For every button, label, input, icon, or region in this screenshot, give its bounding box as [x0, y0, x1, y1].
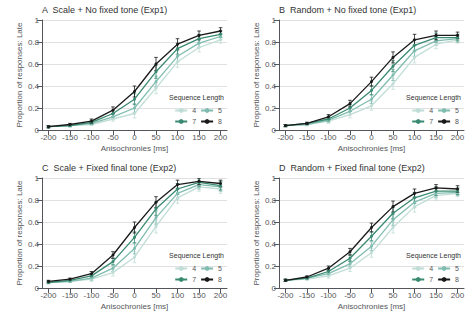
- svg-text:100: 100: [408, 291, 422, 300]
- svg-text:200: 200: [214, 291, 228, 300]
- svg-text:4: 4: [192, 107, 196, 114]
- svg-text:50: 50: [152, 133, 161, 142]
- svg-text:150: 150: [429, 291, 443, 300]
- svg-text:0: 0: [369, 291, 374, 300]
- svg-text:0.8: 0.8: [265, 38, 277, 47]
- svg-text:0: 0: [35, 126, 40, 135]
- svg-text:D Random + Fixed final tone (: D Random + Fixed final tone (Exp2): [279, 163, 425, 173]
- svg-text:200: 200: [451, 291, 465, 300]
- svg-text:8: 8: [455, 118, 459, 125]
- svg-text:7: 7: [429, 118, 433, 125]
- svg-text:7: 7: [192, 276, 196, 283]
- svg-text:-200: -200: [277, 291, 294, 300]
- svg-text:50: 50: [389, 291, 398, 300]
- svg-text:5: 5: [218, 107, 222, 114]
- svg-text:0.6: 0.6: [265, 218, 277, 227]
- svg-text:-200: -200: [277, 133, 294, 142]
- svg-text:0.2: 0.2: [265, 104, 277, 113]
- svg-text:A Scale + No fixed tone (Exp1: A Scale + No fixed tone (Exp1): [42, 5, 167, 15]
- svg-text:0: 0: [132, 291, 137, 300]
- svg-text:150: 150: [192, 291, 206, 300]
- svg-text:0: 0: [35, 284, 40, 293]
- svg-text:B Random + No fixed tone (Exp: B Random + No fixed tone (Exp1): [279, 5, 416, 15]
- svg-text:Sequence Length: Sequence Length: [406, 94, 461, 102]
- svg-text:0.6: 0.6: [265, 60, 277, 69]
- svg-text:1: 1: [35, 16, 40, 25]
- svg-text:Anisochronies [ms]: Anisochronies [ms]: [338, 302, 406, 311]
- svg-text:Anisochronies [ms]: Anisochronies [ms]: [338, 144, 406, 153]
- svg-text:8: 8: [218, 118, 222, 125]
- svg-text:0.4: 0.4: [265, 82, 277, 91]
- svg-text:-150: -150: [299, 133, 316, 142]
- svg-text:0.6: 0.6: [28, 60, 40, 69]
- svg-text:200: 200: [451, 133, 465, 142]
- svg-text:0.6: 0.6: [28, 218, 40, 227]
- svg-text:4: 4: [192, 265, 196, 272]
- svg-text:-100: -100: [320, 133, 337, 142]
- svg-text:0: 0: [369, 133, 374, 142]
- svg-text:0.2: 0.2: [28, 262, 40, 271]
- svg-text:Sequence Length: Sequence Length: [169, 252, 224, 260]
- svg-text:0.2: 0.2: [28, 104, 40, 113]
- svg-text:0.4: 0.4: [28, 82, 40, 91]
- svg-text:0.4: 0.4: [28, 240, 40, 249]
- svg-text:150: 150: [192, 133, 206, 142]
- svg-text:-200: -200: [40, 133, 57, 142]
- svg-text:5: 5: [455, 107, 459, 114]
- svg-text:5: 5: [218, 265, 222, 272]
- svg-text:-50: -50: [344, 291, 356, 300]
- svg-text:8: 8: [455, 276, 459, 283]
- svg-text:-100: -100: [83, 133, 100, 142]
- svg-text:100: 100: [171, 291, 185, 300]
- svg-text:Sequence Length: Sequence Length: [406, 252, 461, 260]
- svg-text:0.8: 0.8: [28, 196, 40, 205]
- svg-text:0: 0: [132, 133, 137, 142]
- svg-text:150: 150: [429, 133, 443, 142]
- svg-text:0: 0: [272, 126, 277, 135]
- svg-text:Sequence Length: Sequence Length: [169, 94, 224, 102]
- svg-text:200: 200: [214, 133, 228, 142]
- svg-text:8: 8: [218, 276, 222, 283]
- svg-text:1: 1: [35, 174, 40, 183]
- svg-text:50: 50: [152, 291, 161, 300]
- svg-text:Proportion of responses: Late: Proportion of responses: Late: [15, 180, 24, 286]
- svg-text:C Scale + Fixed final tone (E: C Scale + Fixed final tone (Exp2): [42, 163, 176, 173]
- svg-text:-50: -50: [107, 291, 119, 300]
- svg-text:0.2: 0.2: [265, 262, 277, 271]
- svg-text:Proportion of responses: Late: Proportion of responses: Late: [15, 22, 24, 128]
- svg-text:1: 1: [272, 174, 277, 183]
- svg-text:Proportion of responses: Late: Proportion of responses: Late: [252, 22, 261, 128]
- svg-text:-100: -100: [320, 291, 337, 300]
- svg-text:Anisochronies [ms]: Anisochronies [ms]: [101, 302, 169, 311]
- svg-text:100: 100: [171, 133, 185, 142]
- svg-text:1: 1: [272, 16, 277, 25]
- svg-text:-100: -100: [83, 291, 100, 300]
- svg-text:-150: -150: [62, 133, 79, 142]
- svg-text:5: 5: [455, 265, 459, 272]
- svg-text:0.8: 0.8: [265, 196, 277, 205]
- svg-text:-50: -50: [344, 133, 356, 142]
- svg-text:4: 4: [429, 265, 433, 272]
- svg-text:7: 7: [192, 118, 196, 125]
- svg-text:100: 100: [408, 133, 422, 142]
- svg-text:-150: -150: [299, 291, 316, 300]
- svg-text:4: 4: [429, 107, 433, 114]
- svg-text:7: 7: [429, 276, 433, 283]
- svg-text:0.8: 0.8: [28, 38, 40, 47]
- svg-text:-150: -150: [62, 291, 79, 300]
- svg-text:-200: -200: [40, 291, 57, 300]
- svg-text:-50: -50: [107, 133, 119, 142]
- svg-text:Proportion of responses: Late: Proportion of responses: Late: [252, 180, 261, 286]
- svg-text:50: 50: [389, 133, 398, 142]
- svg-text:Anisochronies [ms]: Anisochronies [ms]: [101, 144, 169, 153]
- svg-text:0.4: 0.4: [265, 240, 277, 249]
- svg-text:0: 0: [272, 284, 277, 293]
